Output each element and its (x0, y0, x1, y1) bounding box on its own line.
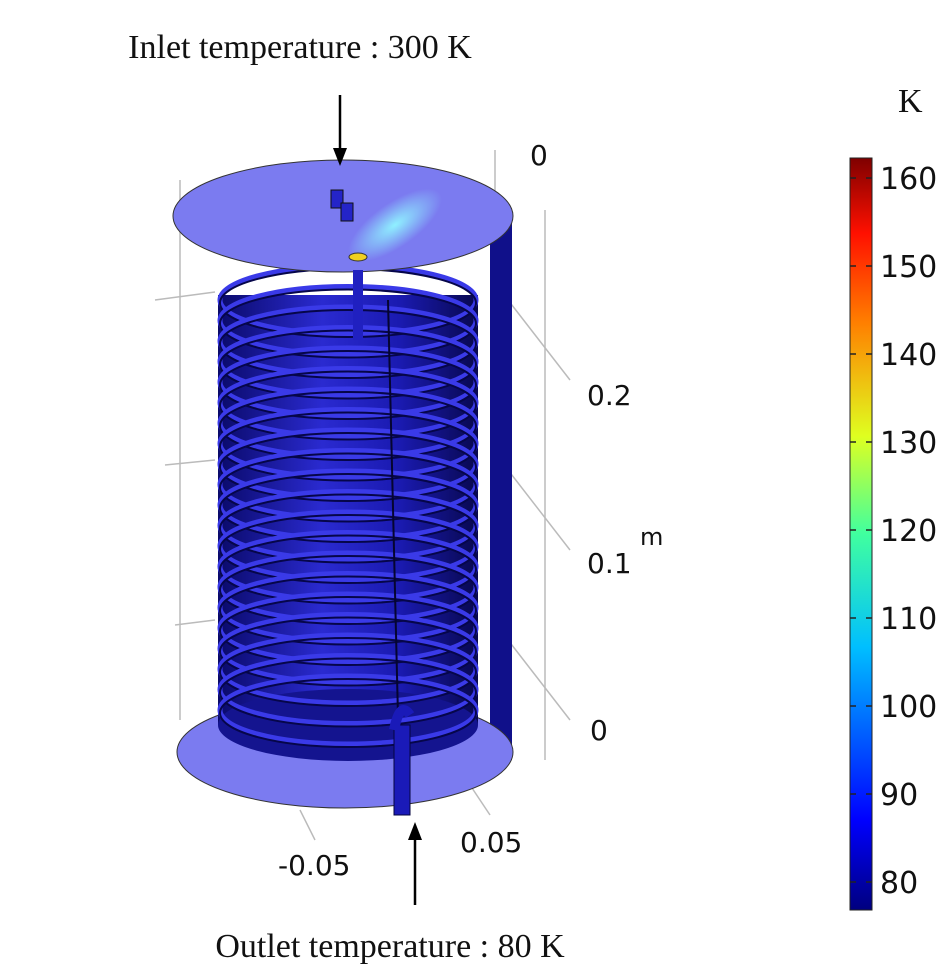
colorbar-tick-label: 90 (880, 778, 918, 813)
x-tick-label: 0.05 (460, 826, 522, 859)
coil-ring-shade (219, 350, 477, 420)
colorbar-tick-label: 150 (880, 250, 937, 285)
coil-ring-shade (219, 329, 477, 400)
colorbar-tick-label: 140 (880, 338, 937, 373)
coil-ring-shade (219, 432, 477, 502)
coil-ring-shade (219, 678, 477, 748)
port (330, 189, 344, 209)
colorbar-tick-label: 160 (880, 162, 937, 197)
coil-rings (217, 263, 479, 748)
z-tick-label: 0.1 (587, 547, 632, 580)
coil-ring-shade (219, 493, 477, 564)
coil-ring-shade (219, 473, 477, 543)
outlet-pipe (393, 724, 411, 816)
colorbar-tick-label: 80 (880, 866, 918, 901)
inlet-pipe (353, 270, 363, 340)
coil-ring-shade (219, 370, 477, 441)
coil-ring-shade (219, 575, 477, 646)
coil-ring-shade (219, 616, 477, 687)
arrows (338, 95, 417, 905)
z-tick-label: 0 (530, 139, 548, 172)
arrow-head (333, 148, 347, 166)
z-unit: m (640, 523, 663, 551)
plume (348, 188, 442, 262)
coil-ring-shade (219, 514, 477, 584)
tank-wall (490, 215, 512, 765)
port (340, 202, 354, 222)
coil-ring-shade (219, 452, 477, 523)
colorbar-tick-label: 110 (880, 602, 937, 637)
coil-ring-shade (219, 309, 477, 379)
z-tick-label: 0 (590, 714, 608, 747)
coil-ring-shade (219, 637, 477, 707)
arrow-head (408, 822, 422, 840)
coil-ring-shade (219, 391, 477, 461)
coil-ring-shade (219, 596, 477, 666)
inlet-port (348, 252, 368, 262)
coil-ring-shade (219, 411, 477, 482)
coil-ring-shade (219, 657, 477, 728)
outlet-label: Outlet temperature : 80 K (215, 928, 565, 965)
colorbar-tick-label: 100 (880, 690, 937, 725)
inlet-label: Inlet temperature : 300 K (128, 29, 472, 66)
colorbar-ticks: 160 150 140 130 120 110 100 90 80 (850, 162, 937, 901)
coil-ring-shade (219, 555, 477, 625)
outlet-bend (389, 705, 415, 732)
colorbar (849, 157, 873, 911)
coil-ring-shade (219, 534, 477, 605)
colorbar-unit: K (898, 83, 923, 120)
coil-ring-shade (219, 288, 477, 359)
x-tick-label: -0.05 (278, 849, 350, 882)
colorbar-tick-label: 120 (880, 514, 937, 549)
z-tick-label: 0.2 (587, 379, 632, 412)
colorbar-tick-label: 130 (880, 426, 937, 461)
